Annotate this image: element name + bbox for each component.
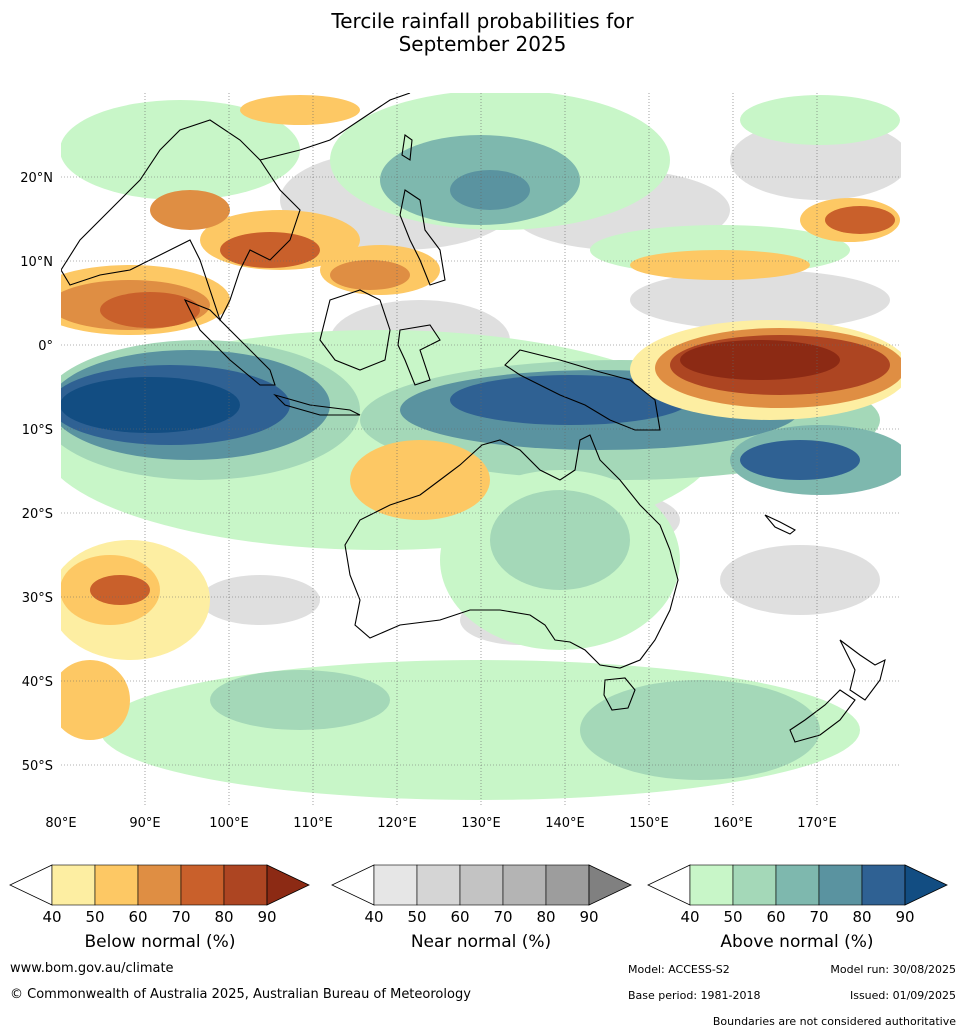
colorbar-tick-label: 40 — [680, 908, 699, 926]
colorbar-segment — [861, 864, 906, 906]
above-normal-label: Above normal (%) — [720, 932, 874, 952]
colorbar-segment — [94, 864, 139, 906]
colorbar-segment — [732, 864, 777, 906]
below-normal-label: Below normal (%) — [84, 932, 236, 952]
base-period: Base period: 1981-2018 — [628, 989, 761, 1002]
map-title: Tercile rainfall probabilities for Septe… — [0, 10, 965, 56]
colorbar-tick-label: 50 — [723, 908, 742, 926]
colorbar-segment — [137, 864, 182, 906]
colorbar-segment — [545, 864, 590, 906]
coastlines — [61, 93, 886, 743]
colorbar-tick-label: 80 — [536, 908, 555, 926]
boundaries-disclaimer: Boundaries are not considered authoritat… — [712, 1015, 956, 1028]
colorbar-tick-label: 60 — [766, 908, 785, 926]
colorbar-low-extend — [647, 864, 691, 906]
colorbar-above: 40 50 60 70 80 90 — [647, 864, 948, 926]
colorbar-tick-label: 70 — [809, 908, 828, 926]
colorbar-high-extend — [588, 864, 632, 906]
lon-label: 130°E — [461, 816, 501, 831]
below-normal-patches — [61, 95, 901, 740]
colorbar-segment — [502, 864, 547, 906]
colorbar-segment — [51, 864, 96, 906]
colorbar-tick-label: 80 — [214, 908, 233, 926]
above-normal-patches — [61, 93, 901, 800]
near-normal-label: Near normal (%) — [410, 932, 552, 952]
java-outline — [273, 393, 361, 416]
colorbar-tick-label: 60 — [450, 908, 469, 926]
lon-label: 100°E — [209, 816, 249, 831]
lon-label: 170°E — [797, 816, 837, 831]
new-caledonia-outline — [764, 514, 796, 535]
longitude-labels: 80°E 90°E 100°E 110°E 120°E 130°E 140°E … — [45, 816, 836, 831]
title-line-2: September 2025 — [398, 32, 567, 56]
lon-label: 120°E — [377, 816, 417, 831]
colorbar-below: 40 50 60 70 80 90 — [9, 864, 310, 926]
colorbar-tick-label: 90 — [579, 908, 598, 926]
lat-label: 0° — [38, 339, 53, 354]
lat-label: 40°S — [22, 675, 53, 690]
colorbar-low-extend — [331, 864, 375, 906]
colorbar-tick-label: 50 — [407, 908, 426, 926]
colorbar-near: 40 50 60 70 80 90 — [331, 864, 632, 926]
colorbar-tick-label: 90 — [257, 908, 276, 926]
lat-label: 10°N — [20, 255, 53, 270]
philippines-outline — [399, 189, 446, 286]
colorbar-segment — [180, 864, 225, 906]
colorbar-segment — [223, 864, 268, 906]
colorbar-tick-label: 40 — [364, 908, 383, 926]
colorbar-tick-label: 60 — [128, 908, 147, 926]
new-guinea-outline — [504, 349, 661, 431]
colorbar-tick-label: 80 — [852, 908, 871, 926]
lon-label: 90°E — [129, 816, 160, 831]
asia-mainland-outline — [61, 119, 301, 322]
colorbar-high-extend — [266, 864, 310, 906]
lat-label: 10°S — [22, 423, 53, 438]
borneo-outline — [319, 289, 391, 371]
lon-label: 160°E — [713, 816, 753, 831]
lat-label: 30°S — [22, 591, 53, 606]
colorbar-segment — [818, 864, 863, 906]
lon-label: 80°E — [45, 816, 76, 831]
colorbar-tick-label: 70 — [493, 908, 512, 926]
lon-label: 150°E — [629, 816, 669, 831]
lat-label: 20°N — [20, 171, 53, 186]
graticule — [61, 93, 901, 805]
australia-outline — [344, 434, 679, 669]
colorbar-segment — [373, 864, 418, 906]
new-zealand-south-outline — [789, 689, 856, 743]
model-name: Model: ACCESS-S2 — [628, 963, 730, 976]
new-zealand-north-outline — [839, 639, 886, 701]
china-coast-outline — [259, 93, 411, 161]
title-line-1: Tercile rainfall probabilities for — [331, 9, 634, 33]
model-run: Model run: 30/08/2025 — [830, 963, 956, 976]
colorbar-segment — [775, 864, 820, 906]
sulawesi-outline — [397, 324, 441, 386]
lon-label: 110°E — [293, 816, 333, 831]
website-link[interactable]: www.bom.gov.au/climate — [10, 961, 174, 976]
colorbar-high-extend — [904, 864, 948, 906]
lat-label: 20°S — [22, 507, 53, 522]
colorbar-segment — [459, 864, 504, 906]
copyright-text: © Commonwealth of Australia 2025, Austra… — [10, 987, 471, 1002]
colorbar-tick-label: 40 — [42, 908, 61, 926]
lat-label: 50°S — [22, 759, 53, 774]
issued-date: Issued: 01/09/2025 — [849, 989, 956, 1002]
colorbar-segment — [416, 864, 461, 906]
colorbar-segment — [689, 864, 734, 906]
tasmania-outline — [603, 677, 636, 711]
colorbars: 40 50 60 70 80 90 40 50 60 70 80 90 40 50 60 70 80 90 — [9, 864, 948, 926]
colorbar-low-extend — [9, 864, 53, 906]
latitude-labels: 20°N 10°N 0° 10°S 20°S 30°S 40°S 50°S — [20, 171, 53, 774]
lon-label: 140°E — [545, 816, 585, 831]
probability-fields — [61, 93, 901, 805]
colorbar-tick-label: 70 — [171, 908, 190, 926]
colorbar-tick-label: 90 — [895, 908, 914, 926]
taiwan-outline — [401, 134, 413, 161]
colorbar-tick-label: 50 — [85, 908, 104, 926]
